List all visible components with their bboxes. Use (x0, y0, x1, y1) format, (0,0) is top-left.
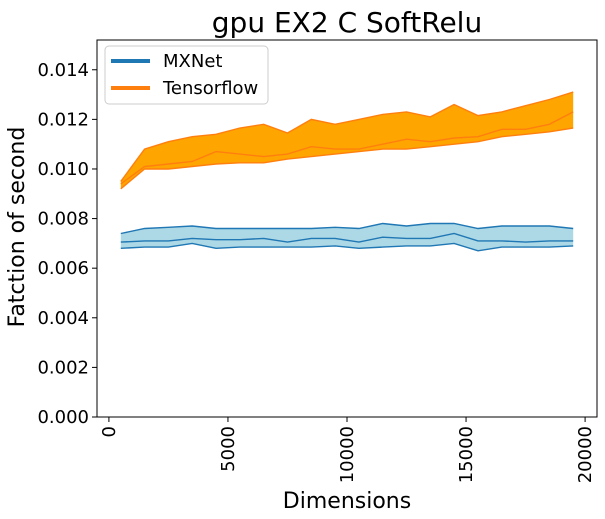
y-tick-label: 0.004 (37, 308, 89, 329)
y-tick-label: 0.010 (37, 159, 89, 180)
y-tick-label: 0.014 (37, 60, 89, 81)
y-tick-label: 0.000 (37, 407, 89, 428)
line-mxnet-lower (120, 242, 574, 252)
band-mxnet (120, 223, 574, 251)
legend: MXNet Tensorflow (104, 45, 269, 105)
legend-label-tensorflow: Tensorflow (162, 78, 258, 99)
axes: 0.000 0.002 0.004 0.006 0.008 0.010 0.012 0.014… (37, 39, 598, 483)
y-tick-label: 0.008 (37, 209, 89, 230)
x-tick-label: 0 (99, 426, 120, 437)
plot-area (120, 91, 574, 252)
line-tensorflow-upper (120, 91, 574, 182)
y-tick-label: 0.012 (37, 109, 89, 130)
line-mxnet-upper (120, 222, 574, 235)
legend-label-mxnet: MXNet (163, 51, 222, 72)
y-axis-label: Fatction of second (5, 127, 30, 328)
x-axis-label: Dimensions (283, 489, 411, 514)
chart-title: gpu EX2 C SoftRelu (212, 6, 482, 39)
line-tensorflow-lower (120, 127, 574, 190)
x-tick-label: 20000 (575, 426, 596, 483)
line-mxnet-middle (120, 232, 574, 243)
x-tick-label: 5000 (218, 426, 239, 472)
x-tick-label: 10000 (337, 426, 358, 483)
y-tick-label: 0.002 (37, 357, 89, 378)
line-tensorflow-middle (120, 111, 574, 185)
x-tick-label: 15000 (456, 426, 477, 483)
band-tensorflow (120, 92, 574, 189)
y-tick-label: 0.006 (37, 258, 89, 279)
